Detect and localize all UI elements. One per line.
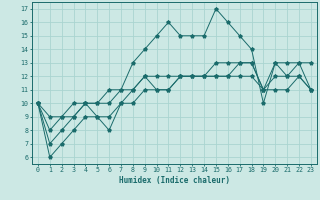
X-axis label: Humidex (Indice chaleur): Humidex (Indice chaleur)	[119, 176, 230, 185]
